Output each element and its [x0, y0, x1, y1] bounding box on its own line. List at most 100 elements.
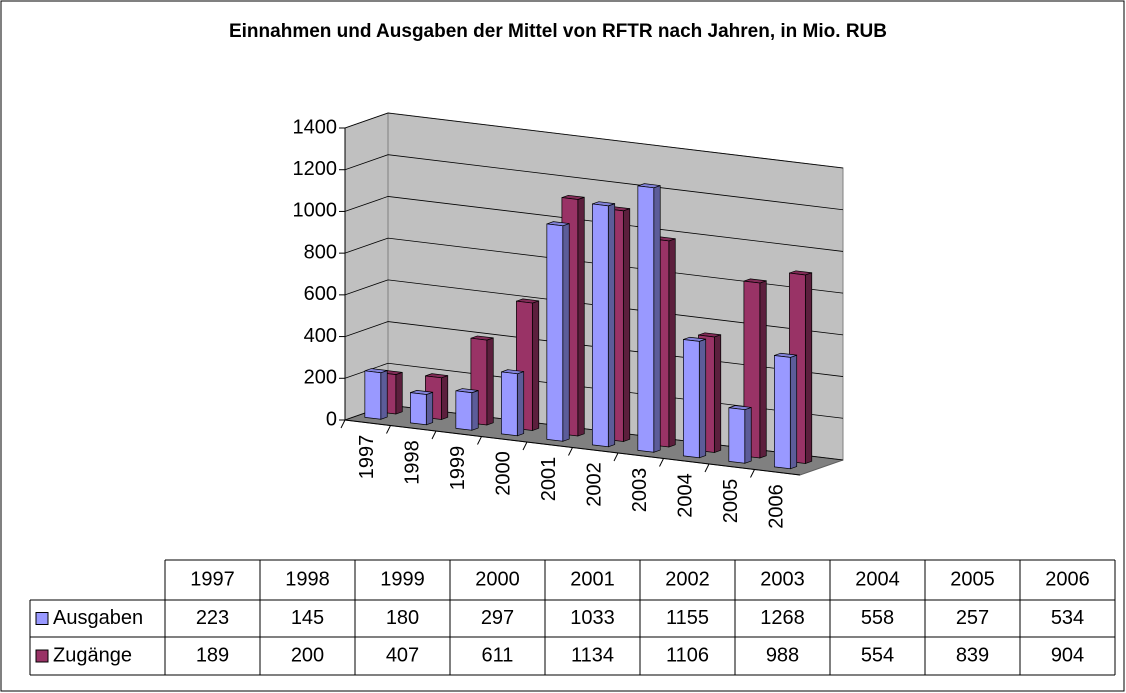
grid-line — [344, 279, 844, 336]
table-cell: 611 — [482, 644, 514, 666]
x-tick — [386, 425, 391, 434]
y-tick-label: 400 — [304, 325, 337, 347]
table-cell: 189 — [196, 644, 229, 666]
table-header: 2002 — [665, 568, 710, 590]
bar-side — [622, 208, 631, 443]
table-cell: 1155 — [666, 607, 709, 629]
table-header: 1999 — [380, 568, 425, 590]
y-tick-label: 1000 — [293, 200, 338, 222]
bar — [682, 339, 700, 459]
grid-line — [344, 237, 844, 294]
table-header: 2005 — [950, 568, 995, 590]
bar-side — [531, 300, 540, 432]
table-header: 1997 — [190, 568, 235, 590]
table-cell: 554 — [861, 644, 894, 666]
table-cell: 839 — [956, 644, 989, 666]
bar-side — [744, 406, 752, 464]
table-header: 2001 — [570, 568, 615, 590]
bar-side — [668, 238, 676, 448]
bar-side — [713, 334, 722, 454]
bar-side — [698, 338, 707, 459]
bar-side — [653, 185, 661, 453]
table-header: 1998 — [285, 568, 330, 590]
table-cell: 1268 — [760, 607, 805, 629]
table-cell: 200 — [291, 644, 324, 666]
bar — [773, 355, 791, 470]
bar — [501, 371, 518, 437]
bar-side — [380, 370, 388, 420]
bar-side — [471, 389, 479, 431]
x-tick — [431, 430, 437, 440]
grid-line — [344, 196, 844, 252]
y-tick-label: 0 — [326, 408, 337, 430]
bar — [364, 370, 382, 420]
bar — [591, 203, 609, 448]
table-cell: 558 — [861, 607, 894, 629]
bar-side — [804, 272, 813, 465]
bar-side — [516, 371, 525, 437]
grid-line — [344, 154, 844, 211]
bar — [637, 185, 655, 453]
x-tick-label: 2006 — [766, 484, 788, 529]
table-header: 2006 — [1045, 568, 1090, 590]
bar-side — [486, 337, 494, 426]
bar-side — [562, 223, 570, 442]
table-cell: 1134 — [571, 644, 614, 666]
bar — [728, 407, 746, 464]
x-tick-label: 1997 — [356, 435, 378, 480]
table-cell: 1033 — [570, 607, 615, 629]
legend-label: Ausgaben — [53, 607, 143, 629]
bar-side — [759, 280, 767, 459]
bar — [546, 223, 564, 442]
bar — [455, 390, 473, 431]
table-cell: 257 — [956, 607, 989, 629]
x-tick — [659, 458, 664, 467]
x-tick-label: 2004 — [675, 473, 697, 518]
x-tick — [340, 419, 346, 429]
table-header: 2004 — [855, 568, 900, 590]
x-tick-label: 1999 — [447, 446, 469, 491]
y-tick-label: 600 — [304, 283, 337, 305]
x-tick — [522, 441, 528, 451]
x-tick — [704, 463, 710, 473]
x-tick — [613, 452, 619, 462]
y-tick-label: 1400 — [293, 116, 338, 138]
table-cell: 297 — [481, 607, 514, 629]
bar-side — [440, 375, 449, 421]
table-header: 2000 — [475, 568, 520, 590]
table-cell: 145 — [291, 607, 324, 629]
x-tick-label: 2000 — [493, 451, 515, 496]
x-tick-label: 1998 — [402, 440, 424, 485]
table-cell: 988 — [766, 644, 799, 666]
x-tick-label: 2001 — [538, 457, 560, 502]
chart-title: Einnahmen und Ausgaben der Mittel von RF… — [229, 21, 887, 42]
y-tick-label: 200 — [304, 367, 337, 389]
y-tick-label: 800 — [304, 241, 337, 263]
bar-side — [425, 391, 434, 426]
table-header: 2003 — [760, 568, 805, 590]
x-tick — [750, 469, 755, 478]
legend-label: Zugänge — [53, 644, 132, 666]
table-cell: 223 — [196, 607, 229, 629]
bar-side — [789, 354, 798, 470]
legend-swatch — [35, 612, 49, 625]
legend-swatch — [35, 649, 49, 663]
bar — [410, 392, 427, 426]
table-cell: 180 — [386, 607, 419, 629]
x-tick — [477, 436, 482, 445]
bar-side — [607, 203, 616, 448]
x-tick-label: 2003 — [629, 468, 651, 513]
x-tick-label: 2005 — [720, 479, 742, 524]
table-cell: 1106 — [666, 644, 709, 666]
grid-line — [344, 112, 844, 169]
y-tick-label: 1200 — [293, 158, 338, 180]
table-cell: 407 — [386, 644, 419, 666]
table-cell: 534 — [1051, 607, 1084, 629]
x-tick-label: 2002 — [584, 462, 606, 507]
table-cell: 904 — [1051, 644, 1084, 666]
bar-side — [577, 196, 585, 437]
x-tick — [568, 447, 573, 456]
bar-side — [395, 371, 403, 415]
